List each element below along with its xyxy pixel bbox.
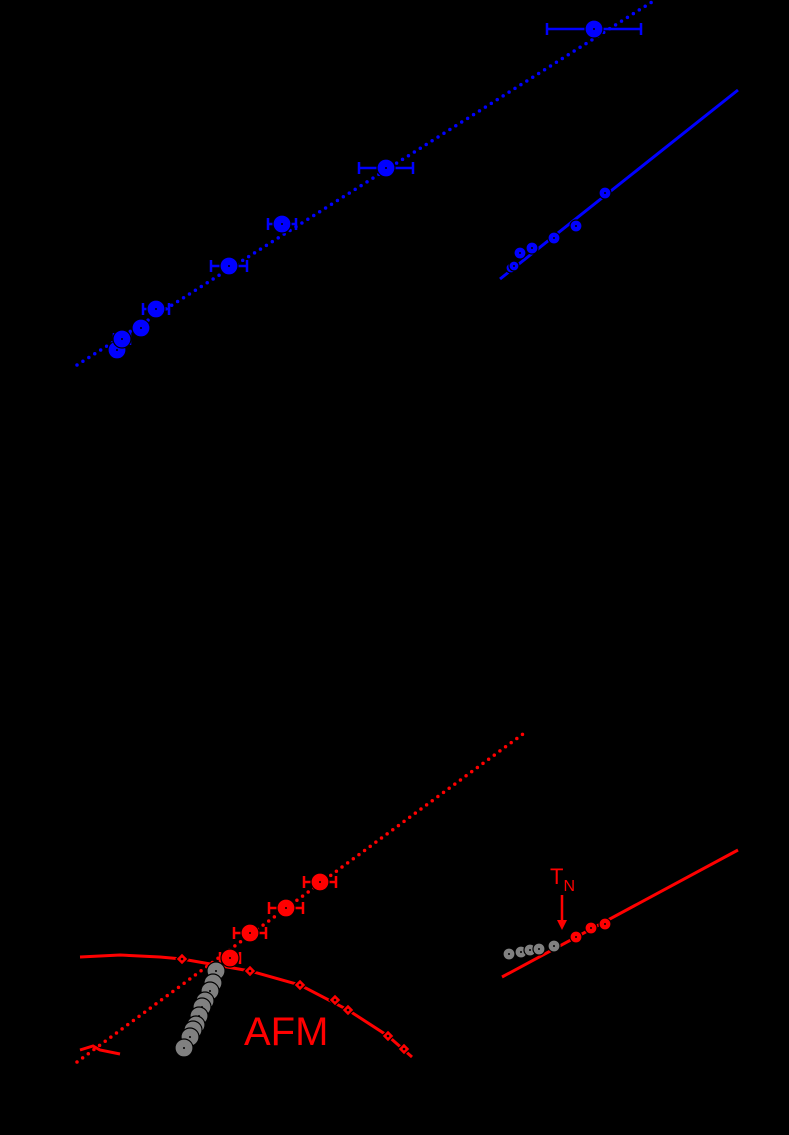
tn-label-sub: N — [563, 878, 576, 895]
top-right-blue-solid-fit — [499, 88, 739, 281]
top-right-blue-small-circles — [505, 186, 612, 274]
bottom-left-red-diamonds-afm-phase-boundary — [175, 952, 411, 1056]
bottom-left-gray-circles — [174, 961, 226, 1058]
bottom-left-red-short-segment — [79, 1044, 121, 1056]
fit-lines — [75, 0, 739, 1064]
bottom-left-red-circles-with-x-error-bars — [218, 872, 338, 968]
top-left-blue-dotted-fit — [75, 0, 657, 367]
bottom-left-red-dotted-fit — [75, 729, 529, 1064]
afm-label: AFM — [244, 1010, 329, 1054]
tn-arrow-icon — [557, 895, 567, 930]
tn-label: TN — [550, 864, 575, 896]
data-markers — [107, 19, 643, 1058]
bottom-right-gray-circles — [502, 939, 561, 961]
top-left-blue-circles-with-x-error-bars — [107, 19, 643, 360]
bottom-right-red-solid-fit — [501, 848, 739, 979]
annotations — [557, 895, 567, 930]
bottom-right-red-circles — [569, 917, 612, 944]
tn-label-main: T — [550, 864, 564, 889]
